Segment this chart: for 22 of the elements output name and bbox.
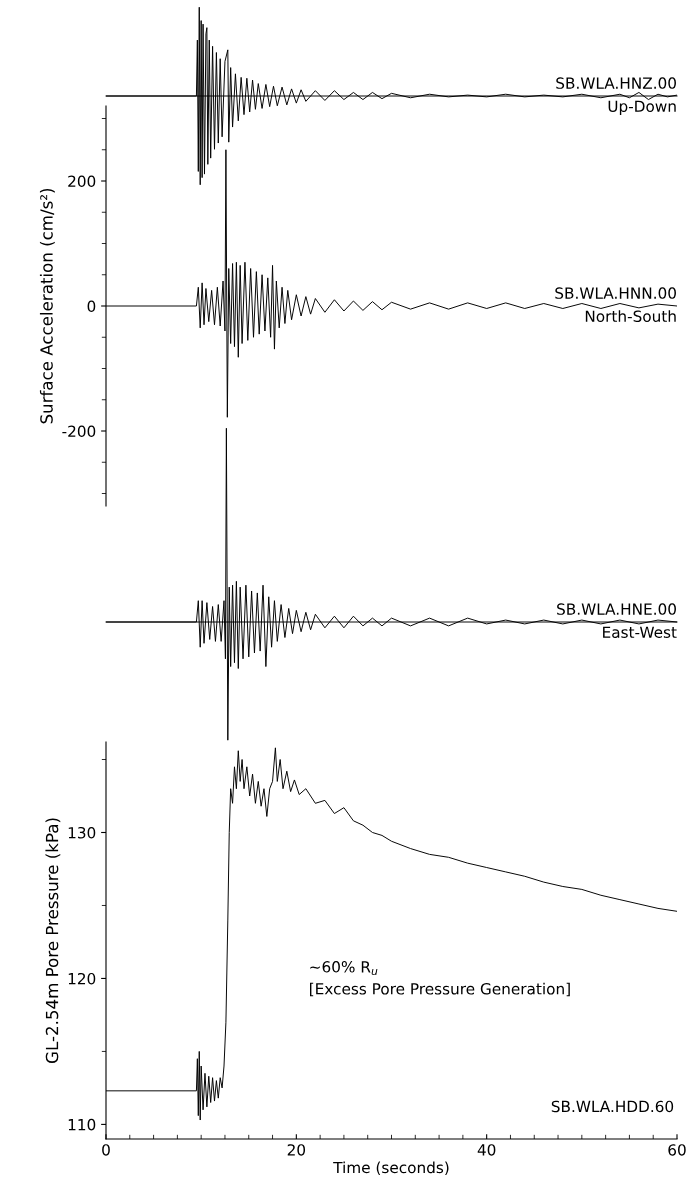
y-tick-label: 200 (68, 175, 96, 188)
y-tick-label: -200 (62, 425, 96, 438)
x-tick-label: 0 (102, 1144, 110, 1156)
x-axis-title: Time (seconds) (333, 1161, 449, 1176)
y-tick-label: 130 (68, 826, 96, 839)
y-tick-label: 0 (87, 300, 96, 313)
annotation: North-South (585, 310, 676, 322)
annotation: Up-Down (608, 100, 676, 115)
annotation: SB.WLA.HDD.60 (551, 1100, 674, 1113)
annotation: SB.WLA.HNZ.00 (556, 77, 676, 89)
y-tick-label: 120 (68, 972, 96, 985)
annotation: SB.WLA.HNE.00 (557, 603, 676, 615)
annotation: ~60% R$_{u}$ (310, 961, 378, 976)
x-tick-label: 40 (477, 1144, 496, 1156)
annotation: SB.WLA.HNN.00 (555, 287, 676, 299)
y-axis-title: GL-2.54m Pore Pressure (kPa) (45, 818, 61, 1063)
y-axis-title: Surface Acceleration (cm/s²) (39, 188, 55, 424)
annotation: [Excess Pore Pressure Generation] (310, 982, 570, 997)
annotation: East-West (603, 626, 677, 638)
x-tick-label: 60 (668, 1144, 686, 1156)
x-tick-label: 20 (287, 1144, 306, 1156)
y-tick-label: 110 (68, 1118, 96, 1131)
